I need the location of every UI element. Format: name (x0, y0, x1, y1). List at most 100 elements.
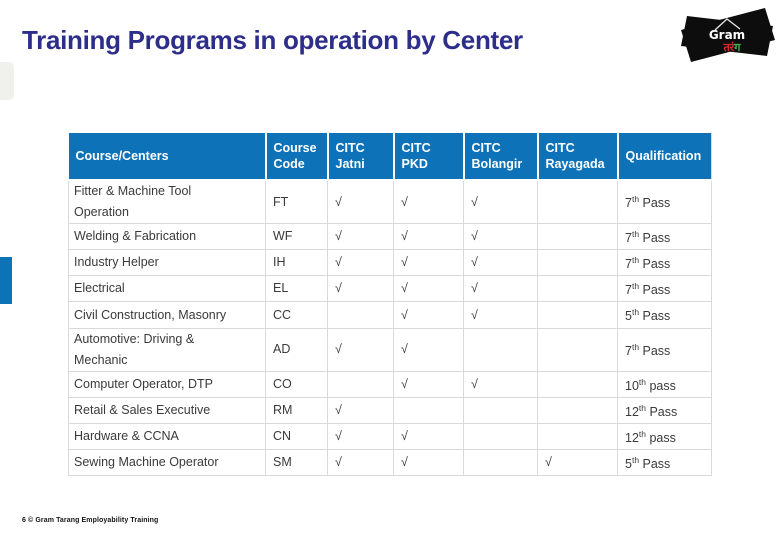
table-row: Fitter & Machine Tool Operation FT √ √ √ 7th … (68, 179, 712, 224)
course-name-cell: Welding & Fabrication (68, 222, 266, 251)
offered-mark-citc-rayagada (537, 327, 618, 372)
column-header-qualification: Qualification (617, 133, 712, 181)
header-row: Course/Centers Course Code CITC Jatni CITC PKD… (68, 133, 712, 181)
offered-mark-citc-jatni: √ (327, 327, 394, 372)
offered-mark-citc-rayagada (537, 275, 618, 303)
course-name-cell: Computer Operator, DTP (68, 370, 266, 398)
offered-mark-citc-jatni (327, 370, 394, 398)
qualification-cell: 7th Pass (617, 275, 712, 303)
table-row: Hardware & CCNA CN √ √ 12th pass (68, 422, 712, 451)
offered-mark-citc-pkd: √ (393, 327, 464, 372)
course-code-cell: EL (265, 275, 328, 303)
offered-mark-citc-jatni: √ (327, 222, 394, 251)
offered-mark-citc-rayagada (537, 249, 618, 277)
offered-mark-citc-bolangir: √ (463, 370, 538, 398)
offered-mark-citc-bolangir: √ (463, 249, 538, 277)
course-code-cell: CO (265, 370, 328, 398)
table-row: Sewing Machine Operator SM √ √ √ 5th Pass (68, 449, 712, 477)
course-code-cell: FT (265, 179, 328, 224)
course-name-cell: Civil Construction, Masonry (68, 301, 266, 329)
training-programs-table: Course/Centers Course Code CITC Jatni CITC PKD… (68, 133, 712, 477)
offered-mark-citc-rayagada (537, 370, 618, 398)
offered-mark-citc-bolangir: √ (463, 301, 538, 329)
logo-text-tarang: तरंग (723, 41, 742, 54)
offered-mark-citc-rayagada (537, 396, 618, 424)
offered-mark-citc-rayagada (537, 222, 618, 251)
course-name-cell: Electrical (68, 275, 266, 303)
qualification-cell: 5th Pass (617, 301, 712, 329)
qualification-cell: 7th Pass (617, 249, 712, 277)
offered-mark-citc-pkd: √ (393, 301, 464, 329)
logo-banner-shape (681, 16, 773, 56)
offered-mark-citc-pkd: √ (393, 275, 464, 303)
course-name-cell: Hardware & CCNA (68, 422, 266, 451)
offered-mark-citc-jatni: √ (327, 249, 394, 277)
offered-mark-citc-pkd: √ (393, 449, 464, 477)
course-name-cell: Fitter & Machine Tool Operation (68, 179, 266, 224)
offered-mark-citc-jatni: √ (327, 396, 394, 424)
offered-mark-citc-rayagada (537, 301, 618, 329)
course-code-cell: RM (265, 396, 328, 424)
qualification-cell: 5th Pass (617, 449, 712, 477)
offered-mark-citc-jatni (327, 301, 394, 329)
qualification-cell: 12th pass (617, 422, 712, 451)
offered-mark-citc-pkd: √ (393, 179, 464, 224)
left-accent-blue-bar (0, 257, 12, 304)
offered-mark-citc-rayagada (537, 179, 618, 224)
offered-mark-citc-rayagada (537, 422, 618, 451)
offered-mark-citc-bolangir (463, 449, 538, 477)
offered-mark-citc-pkd: √ (393, 222, 464, 251)
qualification-cell: 10th pass (617, 370, 712, 398)
table-row: Industry Helper IH √ √ √ 7th Pass (68, 249, 712, 277)
offered-mark-citc-jatni: √ (327, 275, 394, 303)
course-name-cell: Retail & Sales Executive (68, 396, 266, 424)
column-header-citc-rayagada: CITC Rayagada (537, 133, 619, 181)
course-name-cell: Automotive: Driving & Mechanic (68, 327, 266, 372)
table-row: Civil Construction, Masonry CC √ √ 5th Pass (68, 301, 712, 329)
column-header-citc-jatni: CITC Jatni (327, 133, 395, 181)
course-name-cell: Industry Helper (68, 249, 266, 277)
offered-mark-citc-jatni: √ (327, 422, 394, 451)
table-body: Fitter & Machine Tool Operation FT √ √ √ 7th … (68, 179, 712, 477)
course-code-cell: CC (265, 301, 328, 329)
offered-mark-citc-rayagada: √ (537, 449, 618, 477)
table-row: Retail & Sales Executive RM √ 12th Pass (68, 396, 712, 424)
course-code-cell: WF (265, 222, 328, 251)
course-code-cell: AD (265, 327, 328, 372)
offered-mark-citc-bolangir (463, 422, 538, 451)
course-code-cell: SM (265, 449, 328, 477)
table-row: Electrical EL √ √ √ 7th Pass (68, 275, 712, 303)
logo-roof-icon (714, 18, 741, 31)
offered-mark-citc-jatni: √ (327, 179, 394, 224)
qualification-cell: 12th Pass (617, 396, 712, 424)
column-header-course-centers: Course/Centers (68, 133, 267, 181)
offered-mark-citc-bolangir: √ (463, 275, 538, 303)
left-accent-gray-bar (0, 62, 14, 100)
column-header-course-code: Course Code (265, 133, 329, 181)
course-name-cell: Sewing Machine Operator (68, 449, 266, 477)
offered-mark-citc-pkd: √ (393, 249, 464, 277)
offered-mark-citc-pkd (393, 396, 464, 424)
offered-mark-citc-bolangir: √ (463, 179, 538, 224)
column-header-citc-pkd: CITC PKD (393, 133, 465, 181)
logo-text-gram: Gram (709, 28, 745, 42)
qualification-cell: 7th Pass (617, 327, 712, 372)
qualification-cell: 7th Pass (617, 179, 712, 224)
table-row: Computer Operator, DTP CO √ √ 10th pass (68, 370, 712, 398)
gram-tarang-logo: Gram तरंग (681, 8, 775, 62)
table-row: Welding & Fabrication WF √ √ √ 7th Pass (68, 222, 712, 251)
table-header: Course/Centers Course Code CITC Jatni CITC PKD… (68, 133, 712, 181)
offered-mark-citc-bolangir: √ (463, 222, 538, 251)
offered-mark-citc-jatni: √ (327, 449, 394, 477)
course-code-cell: IH (265, 249, 328, 277)
offered-mark-citc-pkd: √ (393, 370, 464, 398)
offered-mark-citc-bolangir (463, 327, 538, 372)
page-title: Training Programs in operation by Center (22, 25, 523, 55)
column-header-citc-bolangir: CITC Bolangir (463, 133, 539, 181)
slide-footer: 6 © Gram Tarang Employability Training (22, 517, 159, 524)
table-row: Automotive: Driving & Mechanic AD √ √ 7th Pa… (68, 327, 712, 372)
offered-mark-citc-bolangir (463, 396, 538, 424)
offered-mark-citc-pkd: √ (393, 422, 464, 451)
qualification-cell: 7th Pass (617, 222, 712, 251)
